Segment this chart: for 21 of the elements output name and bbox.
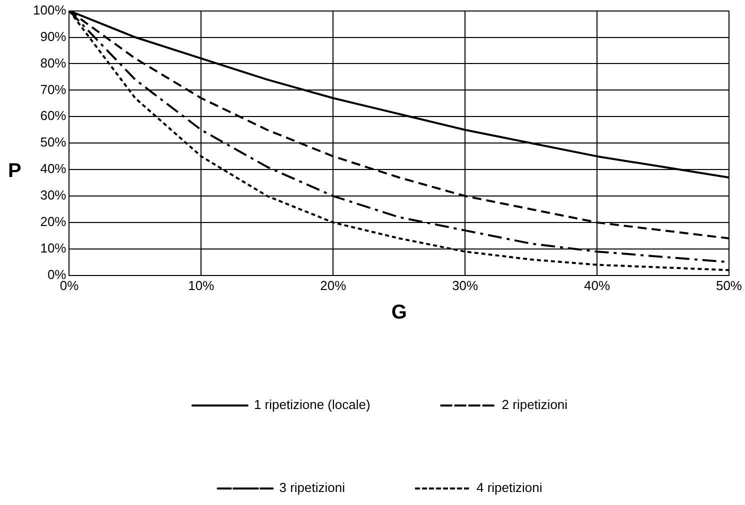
y-tick-label: 90% [40, 28, 67, 44]
y-tick-label: 100% [33, 2, 67, 18]
x-tick-label: 20% [320, 278, 347, 293]
x-axis-title: G [391, 302, 407, 324]
legend-label: 3 ripetizioni [279, 480, 346, 496]
legend-label: 1 ripetizione (locale) [254, 397, 370, 412]
x-tick-label: 30% [452, 278, 479, 293]
y-tick-label: 10% [40, 240, 67, 256]
y-tick-label: 70% [40, 82, 67, 97]
y-tick-label: 60% [40, 108, 67, 124]
y-tick-label: 80% [40, 55, 67, 70]
x-tick-label: 40% [584, 278, 610, 293]
legend-label: 2 ripetizioni [502, 397, 568, 412]
y-axis-title: P [8, 160, 22, 183]
y-tick-label: 30% [40, 188, 67, 203]
y-tick-label: 50% [40, 134, 67, 150]
y-tick-label: 40% [40, 161, 67, 176]
x-tick-label: 50% [716, 278, 742, 293]
x-tick-label: 10% [188, 278, 215, 293]
legend-label: 4 ripetizioni [476, 480, 542, 496]
y-tick-label: 20% [40, 214, 67, 230]
